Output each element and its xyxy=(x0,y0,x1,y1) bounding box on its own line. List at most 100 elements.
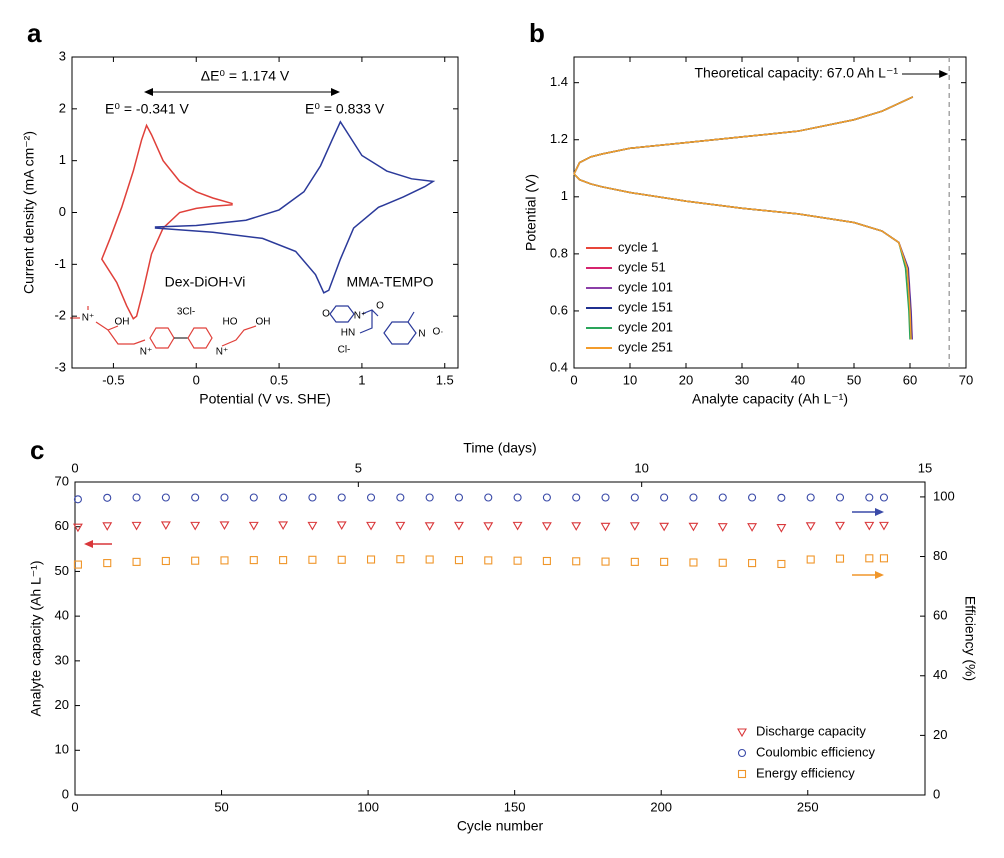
marker xyxy=(689,558,698,567)
y2-axis-label: Efficiency (%) xyxy=(962,596,978,681)
x2-axis-label: Time (days) xyxy=(463,440,536,456)
marker xyxy=(835,521,845,531)
arrow-head xyxy=(84,540,93,548)
legend-label: cycle 151 xyxy=(618,299,673,314)
panel-label: b xyxy=(529,18,545,48)
x-axis-label: Cycle number xyxy=(457,818,544,834)
x-tick-label: 30 xyxy=(735,372,749,387)
x-tick-label: 10 xyxy=(623,372,637,387)
legend-label: cycle 1 xyxy=(618,239,658,254)
marker xyxy=(131,521,142,531)
marker xyxy=(483,522,494,531)
y2-tick-label: 100 xyxy=(933,488,955,503)
legend-label: cycle 251 xyxy=(618,339,673,354)
marker xyxy=(424,522,435,531)
structure-label: HO xyxy=(223,317,238,328)
bond xyxy=(359,310,373,334)
y2-tick-label: 40 xyxy=(933,667,947,682)
marker xyxy=(572,493,581,502)
marker xyxy=(161,556,170,566)
marker xyxy=(425,493,434,502)
marker xyxy=(630,493,639,502)
x-tick-label: 50 xyxy=(214,799,228,814)
y-tick-label: 70 xyxy=(55,473,69,488)
marker xyxy=(72,523,83,533)
marker xyxy=(835,493,845,502)
marker xyxy=(161,493,170,502)
annotation: E⁰ = -0.341 V xyxy=(105,101,189,117)
x2-tick-label: 15 xyxy=(918,460,932,475)
x-tick-label: 0 xyxy=(71,799,78,814)
x-axis-label: Potential (V vs. SHE) xyxy=(199,391,331,407)
panel-label: c xyxy=(30,435,44,465)
x-tick-label: -0.5 xyxy=(102,372,124,387)
marker xyxy=(601,557,610,566)
marker xyxy=(366,555,376,564)
structure-label: O· xyxy=(432,327,443,338)
marker xyxy=(220,556,229,565)
marker xyxy=(395,521,406,531)
marker xyxy=(717,523,728,532)
x-tick-label: 1 xyxy=(358,372,365,387)
marker xyxy=(660,493,669,502)
marker xyxy=(102,522,113,531)
legend-label: Energy efficiency xyxy=(756,765,855,780)
marker xyxy=(777,559,786,569)
legend-marker xyxy=(737,748,747,758)
series-line xyxy=(154,120,436,294)
marker xyxy=(219,521,230,531)
panel-label: a xyxy=(27,18,42,48)
marker xyxy=(366,493,376,502)
x-tick-label: 0.5 xyxy=(270,372,288,387)
marker xyxy=(718,493,727,502)
legend-label: Discharge capacity xyxy=(756,723,866,738)
x-tick-label: 50 xyxy=(847,372,861,387)
marker xyxy=(865,493,874,502)
marker xyxy=(629,522,640,531)
marker xyxy=(396,493,405,502)
x-axis-label: Analyte capacity (Ah L⁻¹) xyxy=(692,391,848,407)
series-label: Dex-DiOH-Vi xyxy=(165,274,246,290)
legend-label: cycle 201 xyxy=(618,319,673,334)
marker xyxy=(249,556,258,565)
marker xyxy=(337,555,346,564)
y-tick-label: 10 xyxy=(55,742,69,757)
ring xyxy=(383,321,417,345)
legend-label: cycle 101 xyxy=(618,279,673,294)
marker xyxy=(748,559,757,568)
marker xyxy=(542,493,551,502)
marker xyxy=(73,560,82,569)
marker xyxy=(879,493,889,502)
marker xyxy=(806,555,815,564)
arrow-head xyxy=(144,88,153,96)
y-tick-label: 30 xyxy=(55,652,69,667)
marker xyxy=(308,555,317,564)
structure-label: N⁺ xyxy=(140,347,153,358)
x-tick-label: 200 xyxy=(650,799,672,814)
x-tick-label: 20 xyxy=(679,372,693,387)
marker xyxy=(454,521,464,531)
marker xyxy=(366,521,376,531)
structure-label: N⁺ xyxy=(82,313,95,324)
x-tick-label: 1.5 xyxy=(436,372,454,387)
y-tick-label: -3 xyxy=(54,359,66,374)
x2-tick-label: 5 xyxy=(355,460,362,475)
marker xyxy=(777,493,786,502)
marker xyxy=(747,523,758,532)
annotation: ΔE⁰ = 1.174 V xyxy=(201,68,290,84)
plot-frame xyxy=(74,481,926,796)
dex-structure xyxy=(70,306,257,349)
marker xyxy=(308,493,317,502)
structure-label: OH xyxy=(115,317,130,328)
arrow-head xyxy=(331,88,340,96)
annotation: E⁰ = 0.833 V xyxy=(305,101,385,117)
annotation: Theoretical capacity: 67.0 Ah L⁻¹ xyxy=(695,65,899,81)
marker xyxy=(835,554,845,563)
ring xyxy=(187,327,213,349)
legend-label: Coulombic efficiency xyxy=(756,744,875,759)
marker xyxy=(484,493,493,502)
y2-tick-label: 20 xyxy=(933,727,947,742)
ring xyxy=(149,327,175,349)
